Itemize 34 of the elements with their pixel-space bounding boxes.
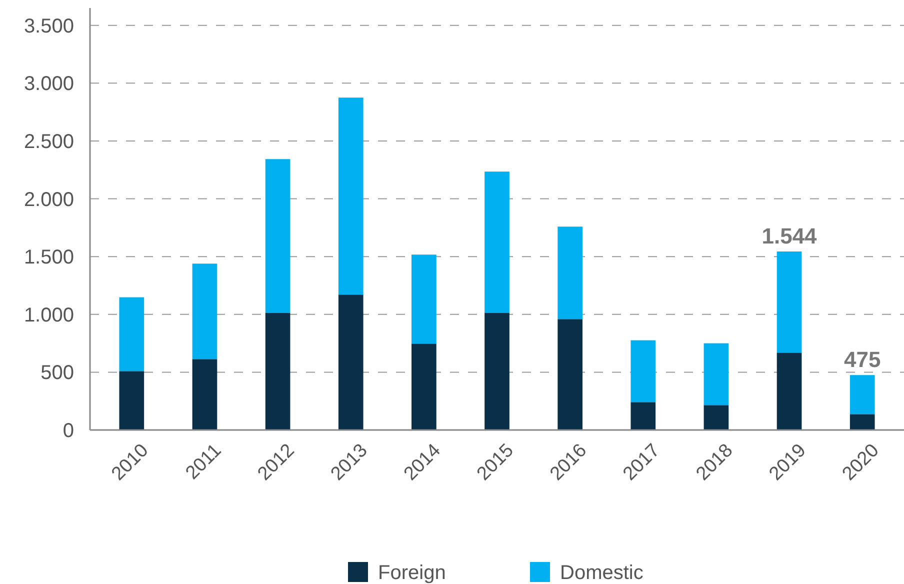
bar (850, 414, 875, 430)
y-tick-label: 2.000 (24, 188, 74, 211)
bar (850, 375, 875, 414)
bar (776, 352, 802, 430)
bar (558, 226, 582, 320)
y-tick-label: 3.500 (24, 15, 74, 38)
bar (192, 264, 218, 360)
legend-label: Domestic (560, 562, 644, 584)
bar (119, 371, 144, 430)
legend-label: Foreign (378, 562, 446, 584)
bar (338, 294, 364, 430)
bar (412, 254, 436, 344)
bar (484, 172, 510, 313)
bar (119, 297, 144, 372)
bar (704, 405, 729, 430)
bar (338, 98, 364, 295)
y-tick-label: 500 (40, 362, 74, 384)
bar (192, 359, 218, 430)
y-tick-label: 2.500 (24, 130, 74, 153)
bar (630, 340, 656, 402)
y-tick-label: 1.000 (24, 304, 74, 326)
bar (265, 312, 290, 430)
bar (630, 402, 656, 430)
bar (484, 312, 510, 430)
y-tick-label: 0 (62, 420, 74, 442)
y-tick-label: 3.000 (24, 73, 74, 96)
bar (704, 343, 729, 406)
bar (265, 159, 290, 313)
bar (558, 319, 582, 430)
total-label: 475 (844, 347, 881, 372)
y-tick-label: 1.500 (24, 246, 74, 269)
bar (776, 251, 802, 353)
bar (412, 344, 436, 430)
total-label: 1.544 (762, 223, 818, 248)
